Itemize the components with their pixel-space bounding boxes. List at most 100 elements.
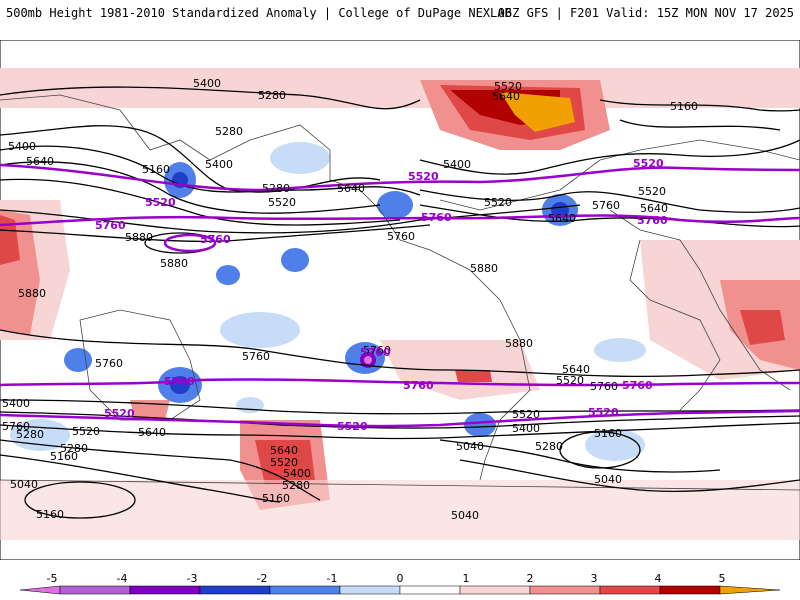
contour-label: 5400: [2, 397, 30, 410]
contour-label: 5760: [592, 199, 620, 212]
highlight-label: 5760: [421, 211, 452, 224]
contour-label: 5400: [283, 467, 311, 480]
contour-label: 5400: [8, 140, 36, 153]
cbar-seg-pos2: [529, 585, 601, 595]
coastlines: [0, 94, 800, 491]
highlight-label: 5760: [95, 219, 126, 232]
header-bar: 500mb Height 1981-2010 Standardized Anom…: [0, 0, 800, 40]
contour-label: 5040: [456, 440, 484, 453]
contour-label: 5880: [505, 337, 533, 350]
cbar-tick: 1: [463, 572, 470, 585]
contour-label: 5640: [337, 182, 365, 195]
contour-label: 5520: [638, 185, 666, 198]
cbar-tick: 5: [719, 572, 726, 585]
cbar-seg-neg4a: [59, 585, 131, 595]
colorbar: -5 -4 -3 -2 -1 0 1 2 3 4 5: [19, 572, 781, 595]
contour-label: 5160: [50, 450, 78, 463]
contour-label: 5280: [535, 440, 563, 453]
highlight-label: 5520: [588, 406, 619, 419]
contour-label: 5640: [492, 90, 520, 103]
contour-label: 5760: [363, 344, 391, 357]
contour-label: 5880: [160, 257, 188, 270]
contour-label: 5760: [95, 357, 123, 370]
cbar-seg-neg3: [199, 585, 271, 595]
highlight-label: 5520: [337, 420, 368, 433]
contour-label: 5280: [60, 442, 88, 455]
highlight-label: 5520: [633, 157, 664, 170]
anomaly-map: 5400 5280 5280 5400 5640 5160 5400 5280 …: [0, 40, 800, 560]
contour-label: 5280: [282, 479, 310, 492]
cbar-seg-zero: [399, 585, 461, 595]
cbar-seg-pos1: [459, 585, 531, 595]
contour-label: 5880: [18, 287, 46, 300]
contour-label: 5280: [16, 428, 44, 441]
contour-label: 5760: [2, 420, 30, 433]
colorbar-segments: [19, 585, 781, 595]
cbar-tick: 4: [655, 572, 662, 585]
contour-label: 5400: [205, 158, 233, 171]
map-title: 500mb Height 1981-2010 Standardized Anom…: [6, 6, 512, 20]
contour-label: 5280: [215, 125, 243, 138]
highlight-label: 5760: [403, 379, 434, 392]
contour-label: 5160: [262, 492, 290, 505]
cbar-tick: 0: [397, 572, 404, 585]
contour-label: 5040: [594, 473, 622, 486]
contour-label: 5160: [594, 427, 622, 440]
cbar-tick: -3: [187, 572, 198, 585]
highlight-label: 5760: [360, 346, 391, 359]
cbar-tick: -1: [327, 572, 338, 585]
colorbar-ticks: -5 -4 -3 -2 -1 0 1 2 3 4 5: [47, 572, 726, 585]
contour-label: 5640: [270, 444, 298, 457]
contour-label: 5160: [142, 163, 170, 176]
contour-label: 5280: [262, 182, 290, 195]
highlight-label: 5760: [637, 214, 668, 227]
contour-label: 5760: [590, 380, 618, 393]
cbar-tick: -4: [117, 572, 128, 585]
cbar-seg-neg1: [339, 585, 401, 595]
cbar-seg-neg2: [269, 585, 341, 595]
contour-label: 5640: [138, 426, 166, 439]
highlight-label: 5520: [145, 196, 176, 209]
contour-label: 5640: [548, 212, 576, 225]
height-labels: 5400 5280 5280 5400 5640 5160 5400 5280 …: [2, 77, 698, 522]
contour-label: 5520: [268, 196, 296, 209]
highlight-label: 5760: [200, 233, 231, 246]
contour-label: 5520: [556, 374, 584, 387]
cbar-seg-neg5: [19, 585, 61, 595]
contour-label: 5160: [670, 100, 698, 113]
contour-label: 5760: [387, 230, 415, 243]
highlight-label: 5760: [622, 379, 653, 392]
contour-label: 5640: [562, 363, 590, 376]
highlight-label: 5760: [164, 375, 195, 388]
cbar-tick: -5: [47, 572, 58, 585]
contour-label: 5520: [494, 80, 522, 93]
contour-label: 5760: [242, 350, 270, 363]
cbar-tick: 2: [527, 572, 534, 585]
cbar-tick: -2: [257, 572, 268, 585]
contour-label: 5880: [125, 231, 153, 244]
anomaly-shading: [0, 68, 800, 540]
cbar-seg-neg4: [129, 585, 201, 595]
contour-label: 5520: [484, 196, 512, 209]
highlight-label: 5520: [104, 407, 135, 420]
contour-label: 5040: [10, 478, 38, 491]
highlight-label: 5520: [408, 170, 439, 183]
contour-label: 5640: [26, 155, 54, 168]
cbar-tick: 3: [591, 572, 598, 585]
contour-label: 5520: [270, 456, 298, 469]
contour-label: 5520: [512, 408, 540, 421]
contour-label: 5040: [451, 509, 479, 522]
contour-label: 5280: [258, 89, 286, 102]
cbar-seg-pos3: [599, 585, 661, 595]
model-run-info: 06Z GFS | F201 Valid: 15Z MON NOV 17 202…: [497, 6, 794, 20]
contour-label: 5160: [36, 508, 64, 521]
highlight-labels: 5520 5520 5520 5760 5760 5760 5760 5760 …: [95, 157, 668, 433]
contour-label: 5400: [512, 422, 540, 435]
cbar-seg-pos5: [719, 585, 781, 595]
contour-label: 5400: [443, 158, 471, 171]
contour-label: 5400: [193, 77, 221, 90]
cbar-seg-pos4: [659, 585, 721, 595]
highlight-contours: [0, 163, 800, 428]
contour-label: 5520: [72, 425, 100, 438]
contour-label: 5640: [640, 202, 668, 215]
